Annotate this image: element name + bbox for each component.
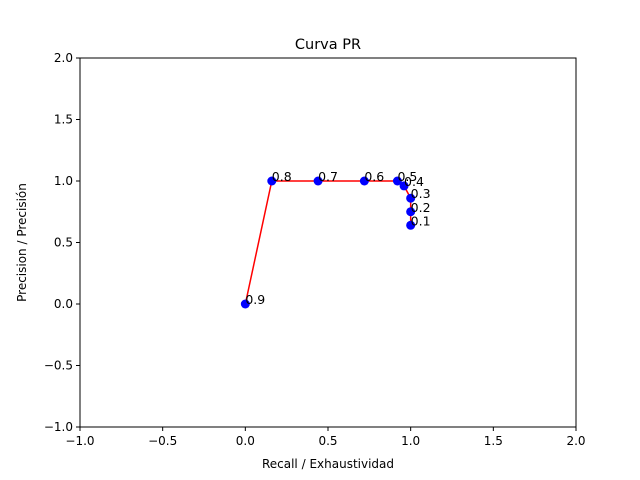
pr-curve-line bbox=[244, 180, 412, 305]
threshold-label: 0.1 bbox=[411, 213, 431, 228]
y-tick-label: 0.5 bbox=[54, 236, 73, 250]
chart-title: Curva PR bbox=[295, 37, 361, 53]
x-tick-label: −0.5 bbox=[148, 434, 177, 448]
data-point-marker bbox=[240, 299, 250, 309]
threshold-label: 0.8 bbox=[272, 169, 292, 184]
x-tick-label: −1.0 bbox=[65, 434, 94, 448]
data-point-marker bbox=[267, 176, 277, 186]
y-axis-label: Precision / Precisión bbox=[15, 183, 29, 302]
plot-frame bbox=[79, 57, 577, 428]
threshold-label: 0.7 bbox=[318, 169, 338, 184]
y-tick-label: 1.5 bbox=[54, 113, 73, 127]
x-tick-label: 0.0 bbox=[236, 434, 255, 448]
threshold-label: 0.3 bbox=[411, 186, 431, 201]
y-tick-label: −0.5 bbox=[44, 359, 73, 373]
x-tick-label: 0.5 bbox=[318, 434, 337, 448]
y-tick-label: −1.0 bbox=[44, 420, 73, 434]
data-point-marker bbox=[359, 176, 369, 186]
y-tick-label: 0.0 bbox=[54, 297, 73, 311]
x-tick-label: 1.0 bbox=[401, 434, 420, 448]
data-point-marker bbox=[313, 176, 323, 186]
x-axis-label: Recall / Exhaustividad bbox=[262, 457, 394, 471]
threshold-label: 0.6 bbox=[364, 169, 384, 184]
x-tick-label: 1.5 bbox=[484, 434, 503, 448]
y-tick-label: 1.0 bbox=[54, 174, 73, 188]
threshold-label: 0.5 bbox=[397, 169, 417, 184]
threshold-label: 0.9 bbox=[245, 292, 265, 307]
threshold-annotations: 0.10.20.30.40.5 0.6 0.7 0.8 0.9 bbox=[245, 169, 430, 307]
y-axis-ticks: −1.0 −0.5 0.0 0.5 1.0 1.5 2.0 bbox=[44, 51, 80, 434]
y-tick-label: 2.0 bbox=[54, 51, 73, 65]
data-point-marker bbox=[399, 181, 409, 191]
data-point-marker bbox=[406, 220, 416, 230]
threshold-label: 0.2 bbox=[411, 200, 431, 215]
pr-curve-markers bbox=[240, 176, 416, 309]
data-point-marker bbox=[406, 207, 416, 217]
data-point-marker bbox=[392, 176, 402, 186]
x-tick-label: 2.0 bbox=[566, 434, 585, 448]
data-point-marker bbox=[406, 193, 416, 203]
x-axis-ticks: −1.0 −0.5 0.0 0.5 1.0 1.5 2.0 bbox=[65, 427, 586, 448]
threshold-label: 0.4 bbox=[404, 174, 424, 189]
